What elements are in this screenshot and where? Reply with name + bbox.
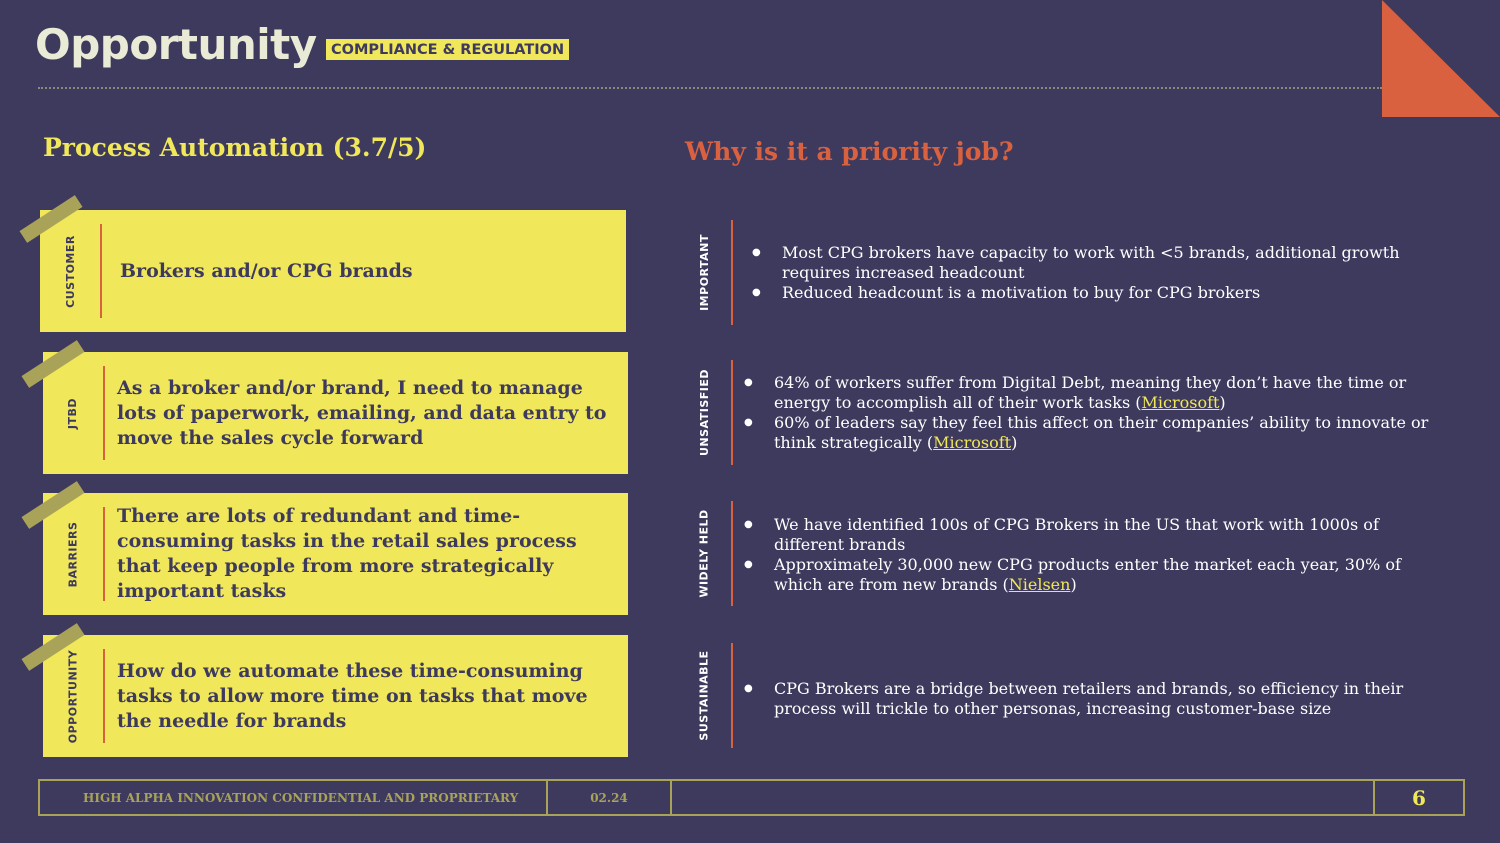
card-text: How do we automate these time-consuming … bbox=[117, 659, 588, 732]
priority-heading: Why is it a priority job? bbox=[685, 137, 1014, 166]
list-item: 60% of leaders say they feel this affect… bbox=[744, 413, 1444, 453]
page-number: 6 bbox=[1412, 785, 1426, 810]
row-divider bbox=[731, 360, 733, 465]
row-divider bbox=[731, 220, 733, 325]
bullet-list-important: Most CPG brokers have capacity to work w… bbox=[752, 243, 1442, 303]
footer: HIGH ALPHA INNOVATION CONFIDENTIAL AND P… bbox=[38, 779, 1465, 816]
header-divider bbox=[38, 87, 1382, 89]
microsoft-link[interactable]: Microsoft bbox=[933, 433, 1012, 452]
footer-confidential: HIGH ALPHA INNOVATION CONFIDENTIAL AND P… bbox=[40, 781, 548, 814]
section-subtitle: Process Automation (3.7/5) bbox=[43, 133, 427, 162]
card-jtbd: JTBD As a broker and/or brand, I need to… bbox=[43, 352, 628, 474]
row-label-sustainable: SUSTAINABLE bbox=[697, 650, 711, 741]
page-title: Opportunity bbox=[35, 20, 317, 69]
list-item: Most CPG brokers have capacity to work w… bbox=[752, 243, 1442, 283]
card-divider bbox=[103, 649, 105, 743]
card-text: There are lots of redundant and time-con… bbox=[117, 505, 577, 602]
bullet-list-unsatisfied: 64% of workers suffer from Digital Debt,… bbox=[744, 373, 1444, 453]
card-customer: CUSTOMER Brokers and/or CPG brands bbox=[40, 210, 626, 332]
card-text: As a broker and/or brand, I need to mana… bbox=[117, 376, 607, 449]
card-text: Brokers and/or CPG brands bbox=[120, 259, 413, 282]
card-opportunity: OPPORTUNITY How do we automate these tim… bbox=[43, 635, 628, 757]
list-item: Reduced headcount is a motivation to buy… bbox=[752, 283, 1442, 303]
card-divider bbox=[100, 224, 102, 318]
microsoft-link[interactable]: Microsoft bbox=[1141, 393, 1220, 412]
bullet-list-widely-held: We have identified 100s of CPG Brokers i… bbox=[744, 515, 1434, 595]
bullet-list-sustainable: CPG Brokers are a bridge between retaile… bbox=[744, 679, 1434, 719]
footer-spacer bbox=[672, 781, 1375, 814]
list-item: CPG Brokers are a bridge between retaile… bbox=[744, 679, 1434, 719]
nielsen-link[interactable]: Nielsen bbox=[1008, 575, 1071, 594]
card-label: BARRIERS bbox=[66, 521, 80, 587]
row-label-widely-held: WIDELY HELD bbox=[697, 509, 711, 598]
card-label: CUSTOMER bbox=[63, 234, 77, 308]
row-divider bbox=[731, 501, 733, 606]
card-divider bbox=[103, 366, 105, 460]
list-item: 64% of workers suffer from Digital Debt,… bbox=[744, 373, 1444, 413]
category-tag: COMPLIANCE & REGULATION bbox=[326, 39, 570, 60]
card-label: OPPORTUNITY bbox=[66, 649, 80, 743]
corner-accent-triangle bbox=[1382, 0, 1500, 117]
card-barriers: BARRIERS There are lots of redundant and… bbox=[43, 493, 628, 615]
row-divider bbox=[731, 643, 733, 748]
list-item: We have identified 100s of CPG Brokers i… bbox=[744, 515, 1434, 555]
card-divider bbox=[103, 507, 105, 601]
row-label-important: IMPORTANT bbox=[697, 234, 711, 311]
card-label: JTBD bbox=[66, 397, 80, 429]
row-label-unsatisfied: UNSATISFIED bbox=[697, 369, 711, 456]
list-item: Approximately 30,000 new CPG products en… bbox=[744, 555, 1434, 595]
footer-date: 02.24 bbox=[548, 781, 672, 814]
